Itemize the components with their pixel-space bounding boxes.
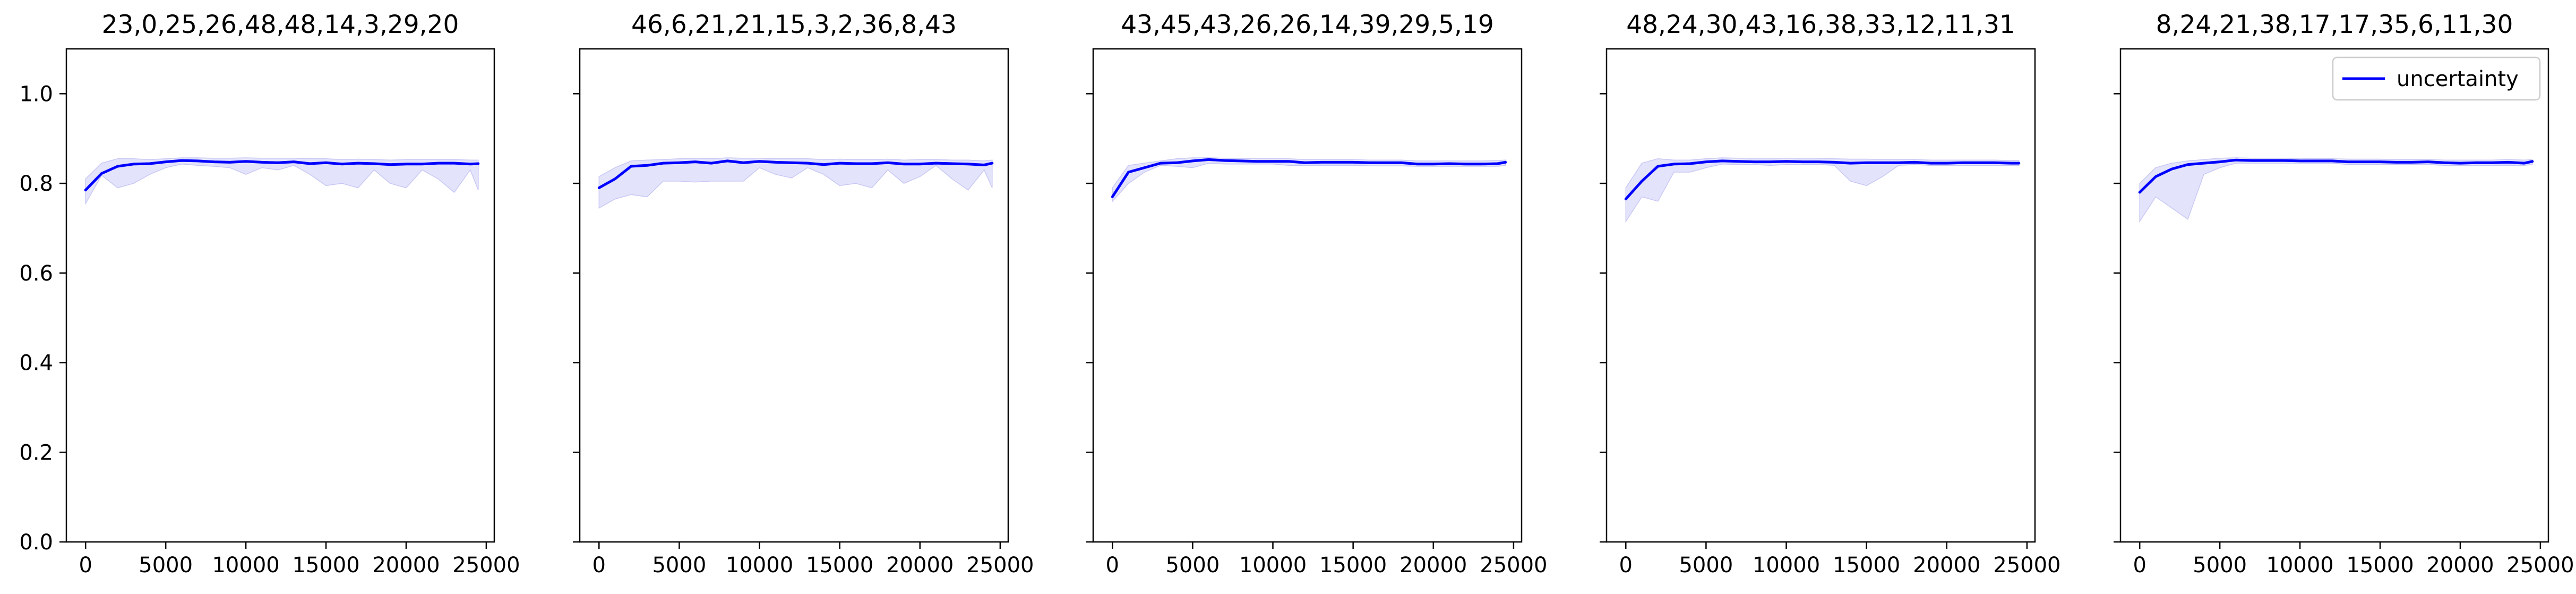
series-line-1 — [1111, 158, 1507, 198]
x-tick-label: 15000 — [1833, 553, 1900, 578]
x-tick-label: 15000 — [806, 553, 873, 578]
subplot-title: 46,6,21,21,15,3,2,36,8,43 — [631, 10, 957, 39]
subplot-title: 48,24,30,43,16,38,33,12,11,31 — [1626, 10, 2015, 39]
x-tick-label: 0 — [593, 553, 606, 578]
x-tick-label: 25000 — [2506, 553, 2574, 578]
x-tick-label: 15000 — [1319, 553, 1387, 578]
x-tick-label: 10000 — [212, 553, 279, 578]
x-tick-label: 15000 — [292, 553, 359, 578]
y-tick-label: 0.2 — [19, 440, 53, 465]
legend-label: uncertainty — [2397, 67, 2519, 91]
x-tick-label: 10000 — [1753, 553, 1820, 578]
series-line-1 — [84, 159, 480, 192]
x-tick-label: 25000 — [966, 553, 1034, 578]
x-tick-label: 20000 — [1399, 553, 1467, 578]
x-tick-label: 5000 — [139, 553, 193, 578]
axes-frame — [1092, 48, 1523, 543]
x-tick-label: 10000 — [2266, 553, 2333, 578]
subplot-1: 23,0,25,26,48,48,14,3,29,20 0 5000 10000 150… — [19, 10, 520, 578]
x-tick-label: 20000 — [886, 553, 954, 578]
x-tick-label: 0 — [79, 553, 92, 578]
subplot-title: 8,24,21,38,17,17,35,6,11,30 — [2156, 10, 2513, 39]
subplot-title: 23,0,25,26,48,48,14,3,29,20 — [102, 10, 459, 39]
y-tick-label: 0.0 — [19, 530, 53, 555]
y-tick-label: 0.8 — [19, 172, 53, 196]
x-tick-label: 10000 — [726, 553, 793, 578]
x-tick-label: 20000 — [372, 553, 440, 578]
y-tick-label: 0.4 — [19, 351, 53, 376]
uncertainty-band — [1112, 157, 1506, 202]
x-tick-label: 5000 — [2193, 553, 2247, 578]
subplot-5: 8,24,21,38,17,17,35,6,11,30 0 5000 10000 150… — [2114, 10, 2574, 578]
subplot-4: 48,24,30,43,16,38,33,12,11,31 0 5000 10000 1… — [1600, 10, 2061, 578]
x-tick-label: 5000 — [1679, 553, 1733, 578]
subplot-title: 43,45,43,26,26,14,39,29,5,19 — [1121, 10, 1494, 39]
x-tick-label: 20000 — [2426, 553, 2494, 578]
series-line-1 — [597, 159, 994, 189]
uncertainty-band — [85, 157, 479, 205]
subplot-3: 43,45,43,26,26,14,39,29,5,19 0 5000 10000 15… — [1086, 10, 1548, 578]
axes-frame — [579, 48, 1009, 543]
axes-frame — [2119, 48, 2549, 543]
x-tick-label: 0 — [1619, 553, 1633, 578]
x-tick-label: 25000 — [1480, 553, 1547, 578]
axes-frame — [1605, 48, 2036, 543]
y-tick-label: 0.6 — [19, 261, 53, 286]
uncertainty-band — [598, 157, 993, 209]
x-tick-label: 15000 — [2346, 553, 2414, 578]
x-tick-label: 25000 — [1993, 553, 2060, 578]
legend-box — [2332, 56, 2541, 101]
x-tick-label: 25000 — [452, 553, 520, 578]
x-tick-label: 10000 — [1239, 553, 1307, 578]
uncertainty-band — [2139, 157, 2533, 223]
series-line-1 — [1624, 159, 2021, 201]
x-tick-label: 5000 — [652, 553, 706, 578]
subplot-2: 46,6,21,21,15,3,2,36,8,43 0 5000 10000 15000… — [573, 10, 1034, 578]
series-line-1 — [2138, 158, 2534, 194]
x-tick-label: 0 — [1106, 553, 1119, 578]
axes-frame — [65, 48, 495, 543]
x-tick-label: 5000 — [1165, 553, 1220, 578]
x-tick-label: 20000 — [1913, 553, 1980, 578]
y-tick-label: 1.0 — [19, 82, 53, 106]
uncertainty-band — [1625, 157, 2020, 223]
x-tick-label: 0 — [2133, 553, 2146, 578]
legend: uncertainty — [2332, 56, 2541, 101]
